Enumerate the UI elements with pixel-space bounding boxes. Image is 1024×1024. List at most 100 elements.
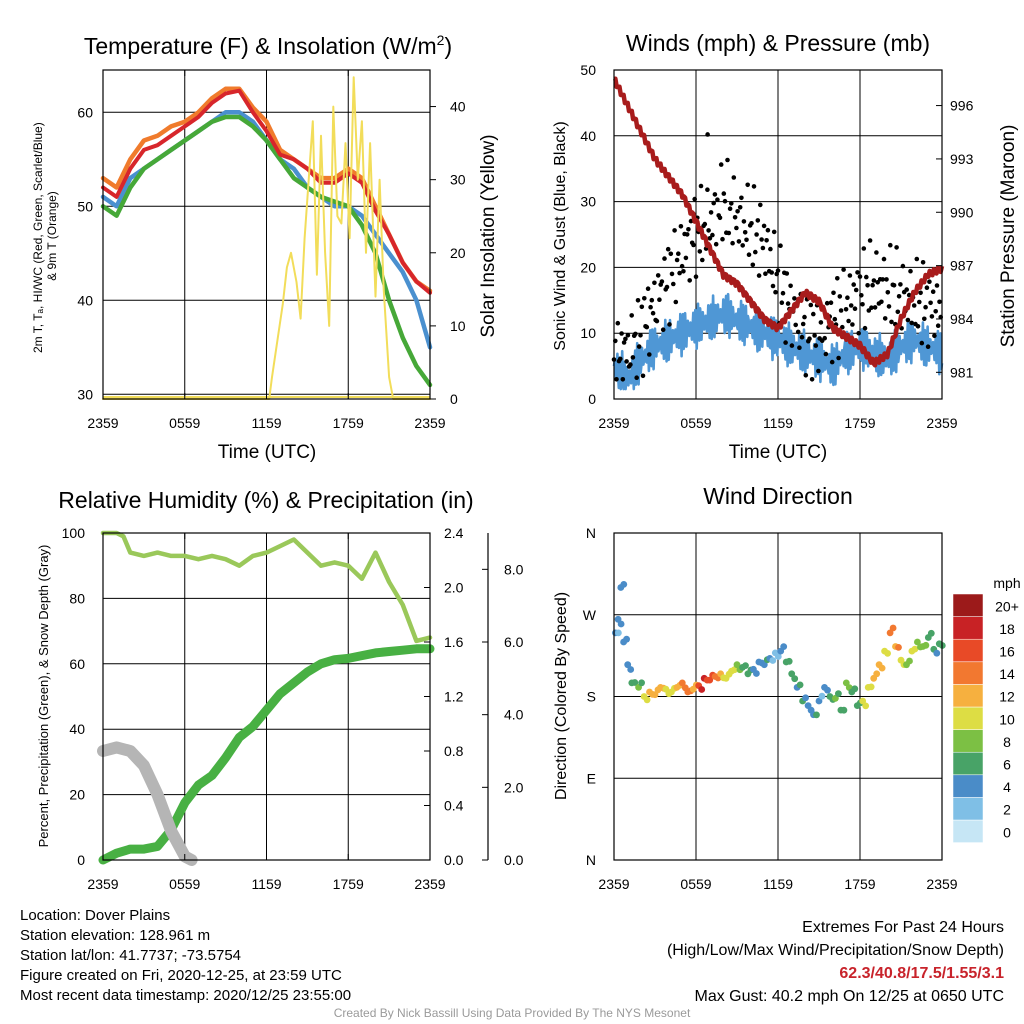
speed-legend-swatch — [952, 706, 984, 730]
station-elevation: Station elevation: 128.961 m — [20, 927, 211, 944]
gust-point — [756, 273, 762, 278]
speed-legend-label: 16 — [999, 644, 1015, 660]
gust-point — [797, 345, 802, 351]
gust-point — [664, 284, 670, 290]
gust-point — [922, 316, 927, 322]
direction-point — [753, 670, 760, 677]
gust-point — [871, 278, 877, 283]
gust-point — [846, 318, 851, 324]
direction-point — [623, 635, 630, 643]
gust-point — [681, 269, 686, 274]
gust-point — [647, 352, 652, 357]
gust-point — [896, 294, 902, 299]
gust-point — [837, 294, 843, 299]
gust-point — [867, 238, 873, 243]
gust-point — [665, 246, 671, 252]
recent-data-timestamp: Most recent data timestamp: 2020/12/25 2… — [20, 987, 352, 1004]
gust-point — [655, 273, 661, 278]
gust-point — [895, 309, 901, 315]
humidity-ytick-label: 100 — [62, 525, 86, 541]
direction-point — [742, 662, 749, 669]
gust-point — [650, 310, 656, 316]
gust-point — [739, 195, 744, 201]
temperature-xtick-label: 2359 — [414, 415, 445, 431]
gust-point — [717, 215, 723, 221]
gust-point — [693, 274, 699, 280]
gust-point — [795, 329, 801, 335]
humidity-ytick-label: 40 — [69, 721, 85, 737]
gust-point — [679, 263, 685, 269]
humidity-xtick-label: 1759 — [333, 876, 364, 892]
direction-point — [796, 681, 804, 689]
gust-point — [855, 270, 860, 275]
gust-point — [634, 375, 639, 381]
gust-point — [683, 255, 689, 261]
precipitation-line — [98, 644, 435, 865]
direction-point — [835, 690, 842, 697]
gust-point — [692, 196, 697, 202]
insolation-ytick-label: 30 — [450, 172, 466, 188]
gust-point — [649, 297, 655, 303]
winds-xtick-label: 1159 — [763, 415, 793, 431]
gust-point — [674, 257, 680, 263]
humidity-xtick-label: 0559 — [169, 876, 200, 892]
winds-ytick-label: 20 — [580, 259, 596, 275]
gust-point — [727, 206, 733, 211]
humidity-title: Relative Humidity (%) & Precipitation (i… — [58, 487, 473, 513]
direction-point — [895, 644, 902, 651]
gust-point — [669, 271, 675, 277]
direction-point — [678, 679, 686, 687]
gust-point — [625, 332, 631, 338]
humidity-ytick-label: 0 — [77, 852, 85, 868]
gust-point — [809, 377, 815, 382]
pressure-ytick-label: 984 — [950, 311, 974, 327]
gust-point — [845, 295, 850, 301]
wind-direction-ylabel: Direction (Colored By Speed) — [553, 592, 570, 800]
precip-ytick-label: 0.0 — [444, 852, 464, 868]
temperature-panel: Temperature (F) & Insolation (W/m2) 2359… — [31, 32, 499, 463]
speed-legend-swatch — [952, 638, 984, 663]
direction-point — [933, 649, 941, 657]
gust-point — [915, 324, 921, 329]
extremes-subtitle: (High/Low/Max Wind/Precipitation/Snow De… — [666, 942, 1004, 959]
gust-point — [857, 274, 863, 279]
winds-ytick-label: 30 — [580, 194, 596, 210]
wind-direction-xtick-label: 0559 — [680, 876, 711, 892]
precip-ytick-label: 0.4 — [444, 798, 464, 814]
gust-point — [852, 306, 858, 312]
gust-point — [864, 274, 869, 280]
gust-point — [771, 229, 777, 235]
gust-point — [773, 289, 778, 295]
gust-point — [891, 283, 897, 288]
gust-point — [636, 344, 642, 349]
gust-point — [843, 307, 849, 312]
direction-point — [638, 679, 645, 687]
winds-xlabel: Time (UTC) — [729, 442, 828, 463]
gust-point — [861, 246, 867, 251]
direction-point — [631, 679, 639, 686]
gust-point — [829, 359, 835, 365]
gust-point — [803, 373, 809, 378]
gust-point — [640, 373, 646, 379]
gust-point — [630, 355, 636, 360]
winds-xtick-label: 1759 — [844, 415, 875, 431]
gust-point — [828, 300, 834, 306]
direction-point — [651, 691, 659, 699]
gust-point — [740, 243, 745, 248]
gust-point — [659, 279, 665, 284]
speed-legend: 0 2 4 6 8 10 12 14 16 18 20+ — [952, 593, 1019, 843]
gust-point — [780, 290, 786, 296]
wind-direction-title: Wind Direction — [703, 483, 853, 509]
winds-panel: Winds (mph) & Pressure (mb) 2359 0559 1159… — [552, 30, 1019, 463]
gust-point — [615, 320, 621, 326]
gust-point — [672, 228, 677, 233]
wind-direction-ytick-label: S — [587, 689, 596, 705]
humidity-xtick-label: 2359 — [414, 876, 445, 892]
gust-point — [884, 277, 889, 282]
gust-point — [924, 285, 930, 291]
gust-point — [621, 340, 627, 345]
gust-point — [713, 241, 719, 247]
gust-point — [731, 175, 737, 180]
gust-point — [799, 334, 805, 340]
